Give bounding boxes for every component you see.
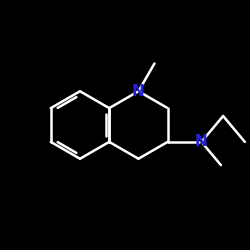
- Text: N: N: [195, 134, 208, 150]
- Text: N: N: [132, 84, 145, 99]
